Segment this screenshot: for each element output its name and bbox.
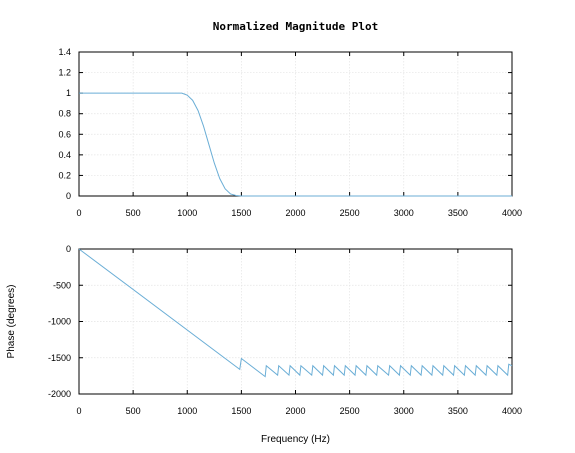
panel-1-ytick-label-1: 0.2 [58, 170, 71, 180]
panel-1-xtick-label-2: 1000 [177, 208, 197, 218]
panel-1-title: Normalized Magnitude Plot [213, 20, 379, 33]
panel-2-ytick-label-4: 0 [66, 244, 71, 254]
panel-1-xtick-label-0: 0 [76, 208, 81, 218]
panel-1-ytick-label-4: 0.8 [58, 109, 71, 119]
panel-1-xtick-label-7: 3500 [448, 208, 468, 218]
panel-2-xtick-label-7: 3500 [448, 406, 468, 416]
panel-2-xtick-label-2: 1000 [177, 406, 197, 416]
panel-2-ytick-label-0: -2000 [48, 389, 71, 399]
panel-1-ytick-label-3: 0.6 [58, 129, 71, 139]
panel-1-xtick-label-3: 1500 [231, 208, 251, 218]
panel-2-ylabel: Phase (degrees) [6, 285, 17, 359]
panel-2-ytick-label-2: -1000 [48, 317, 71, 327]
panel-2-xtick-label-5: 2500 [340, 406, 360, 416]
panel-2-xtick-label-0: 0 [76, 406, 81, 416]
panel-2-xtick-label-4: 2000 [285, 406, 305, 416]
panel-2-xlabel: Frequency (Hz) [261, 434, 330, 445]
panel-1-ytick-label-6: 1.2 [58, 68, 71, 78]
panel-2-xtick-label-6: 3000 [394, 406, 414, 416]
panel-1-xtick-label-6: 3000 [394, 208, 414, 218]
panel-1-xtick-label-4: 2000 [285, 208, 305, 218]
panel-2-ytick-label-3: -500 [53, 280, 71, 290]
panel-1-xtick-label-5: 2500 [340, 208, 360, 218]
panel-2-xtick-label-8: 4000 [502, 406, 522, 416]
panel-2-series-line-0 [78, 248, 513, 378]
panel-1-ytick-label-5: 1 [66, 88, 71, 98]
panel-2-xtick-label-1: 500 [126, 406, 141, 416]
panel-1-series-line-0 [79, 92, 512, 197]
panel-1-xtick-label-8: 4000 [502, 208, 522, 218]
panel-1-ytick-label-7: 1.4 [58, 47, 71, 57]
panel-2-ytick-label-1: -1500 [48, 353, 71, 363]
panel-1-xtick-label-1: 500 [126, 208, 141, 218]
panel-1-ytick-label-0: 0 [66, 191, 71, 201]
panel-1-ytick-label-2: 0.4 [58, 150, 71, 160]
panel-2-xtick-label-3: 1500 [231, 406, 251, 416]
